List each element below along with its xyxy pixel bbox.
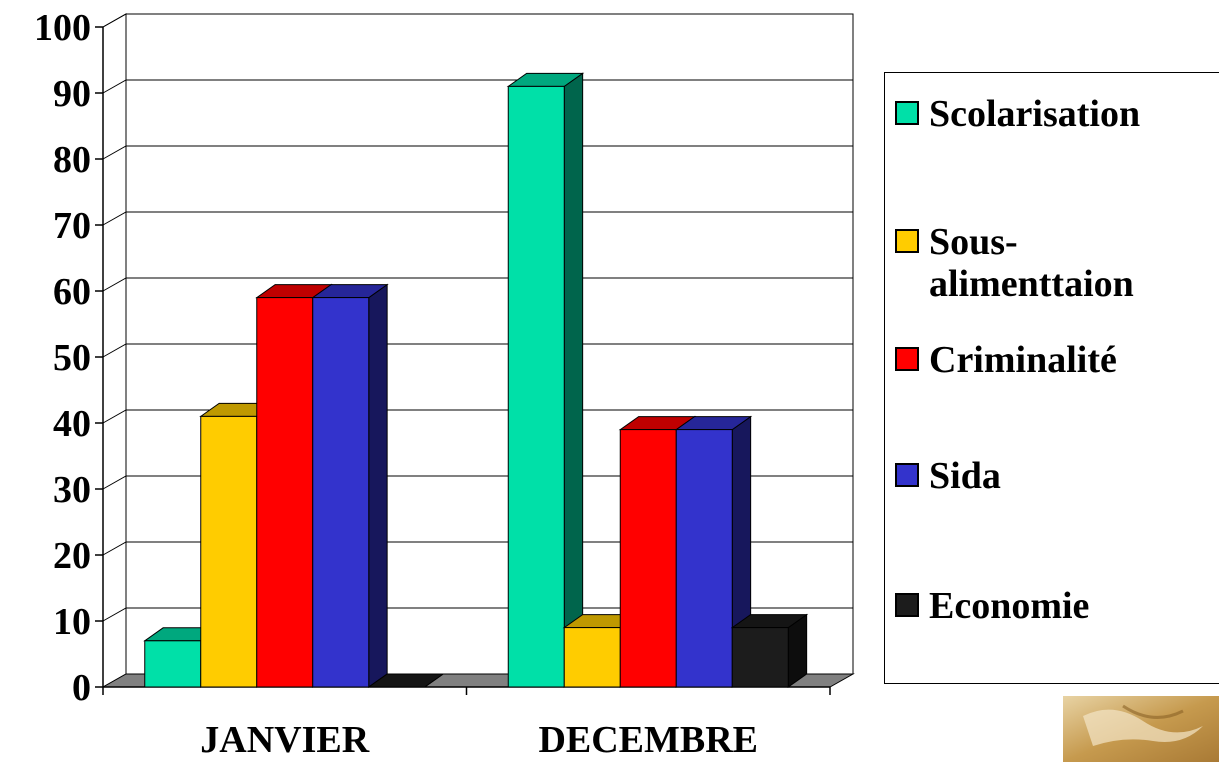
legend-label: Sous- alimenttaion [929,221,1134,305]
legend-swatch [895,593,919,617]
gridline [102,343,853,358]
y-tick-label: 60 [53,271,91,313]
y-tick-label: 100 [34,7,91,49]
bar-front [619,429,677,688]
legend-item: Sous- alimenttaion [895,221,1134,305]
decorative-image [1063,696,1219,762]
y-tick-label: 50 [53,337,91,379]
bar-front [200,415,258,688]
legend-item: Criminalité [895,339,1117,381]
y-tick-label: 40 [53,403,91,445]
bar-front [731,627,789,688]
y-tick-label: 0 [72,667,91,709]
legend-item: Sida [895,455,1001,497]
legend-label: Economie [929,585,1090,627]
legend-swatch [895,101,919,125]
gridline [102,79,853,94]
gridline [102,13,853,28]
bar-front [507,85,565,688]
bar [311,283,389,688]
legend-swatch [895,229,919,253]
bar [730,613,809,688]
gridline [102,145,853,160]
gridline [102,211,853,226]
x-category-label: JANVIER [200,719,369,761]
x-category-label: DECEMBRE [538,719,758,761]
y-tick-label: 70 [53,205,91,247]
bar-top [367,673,445,688]
legend-label: Sida [929,455,1001,497]
gridline [102,277,853,292]
bar-front [256,297,314,688]
y-tick-label: 30 [53,469,91,511]
legend-swatch [895,463,919,487]
gridline [102,607,853,622]
gridline [102,541,853,556]
bar-side [368,283,388,688]
legend-item: Scolarisation [895,93,1140,135]
bar-front [144,640,202,688]
legend-swatch [895,347,919,371]
y-tick-label: 80 [53,139,91,181]
bar-front [312,297,370,688]
legend: Scolarisation Sous- alimenttaion Criminali… [884,72,1219,684]
legend-item: Economie [895,585,1089,627]
legend-label: Scolarisation [929,93,1141,135]
y-tick-label: 20 [53,535,91,577]
gridline [102,409,853,424]
y-tick-label: 90 [53,73,91,115]
bar [506,72,585,688]
legend-label: Criminalité [929,339,1117,381]
bar [674,415,753,688]
bar [367,673,445,688]
bar-front [563,627,621,688]
gridline [102,475,853,490]
bar-front [675,429,733,688]
bar-side [563,72,584,688]
y-tick-label: 10 [53,601,91,643]
